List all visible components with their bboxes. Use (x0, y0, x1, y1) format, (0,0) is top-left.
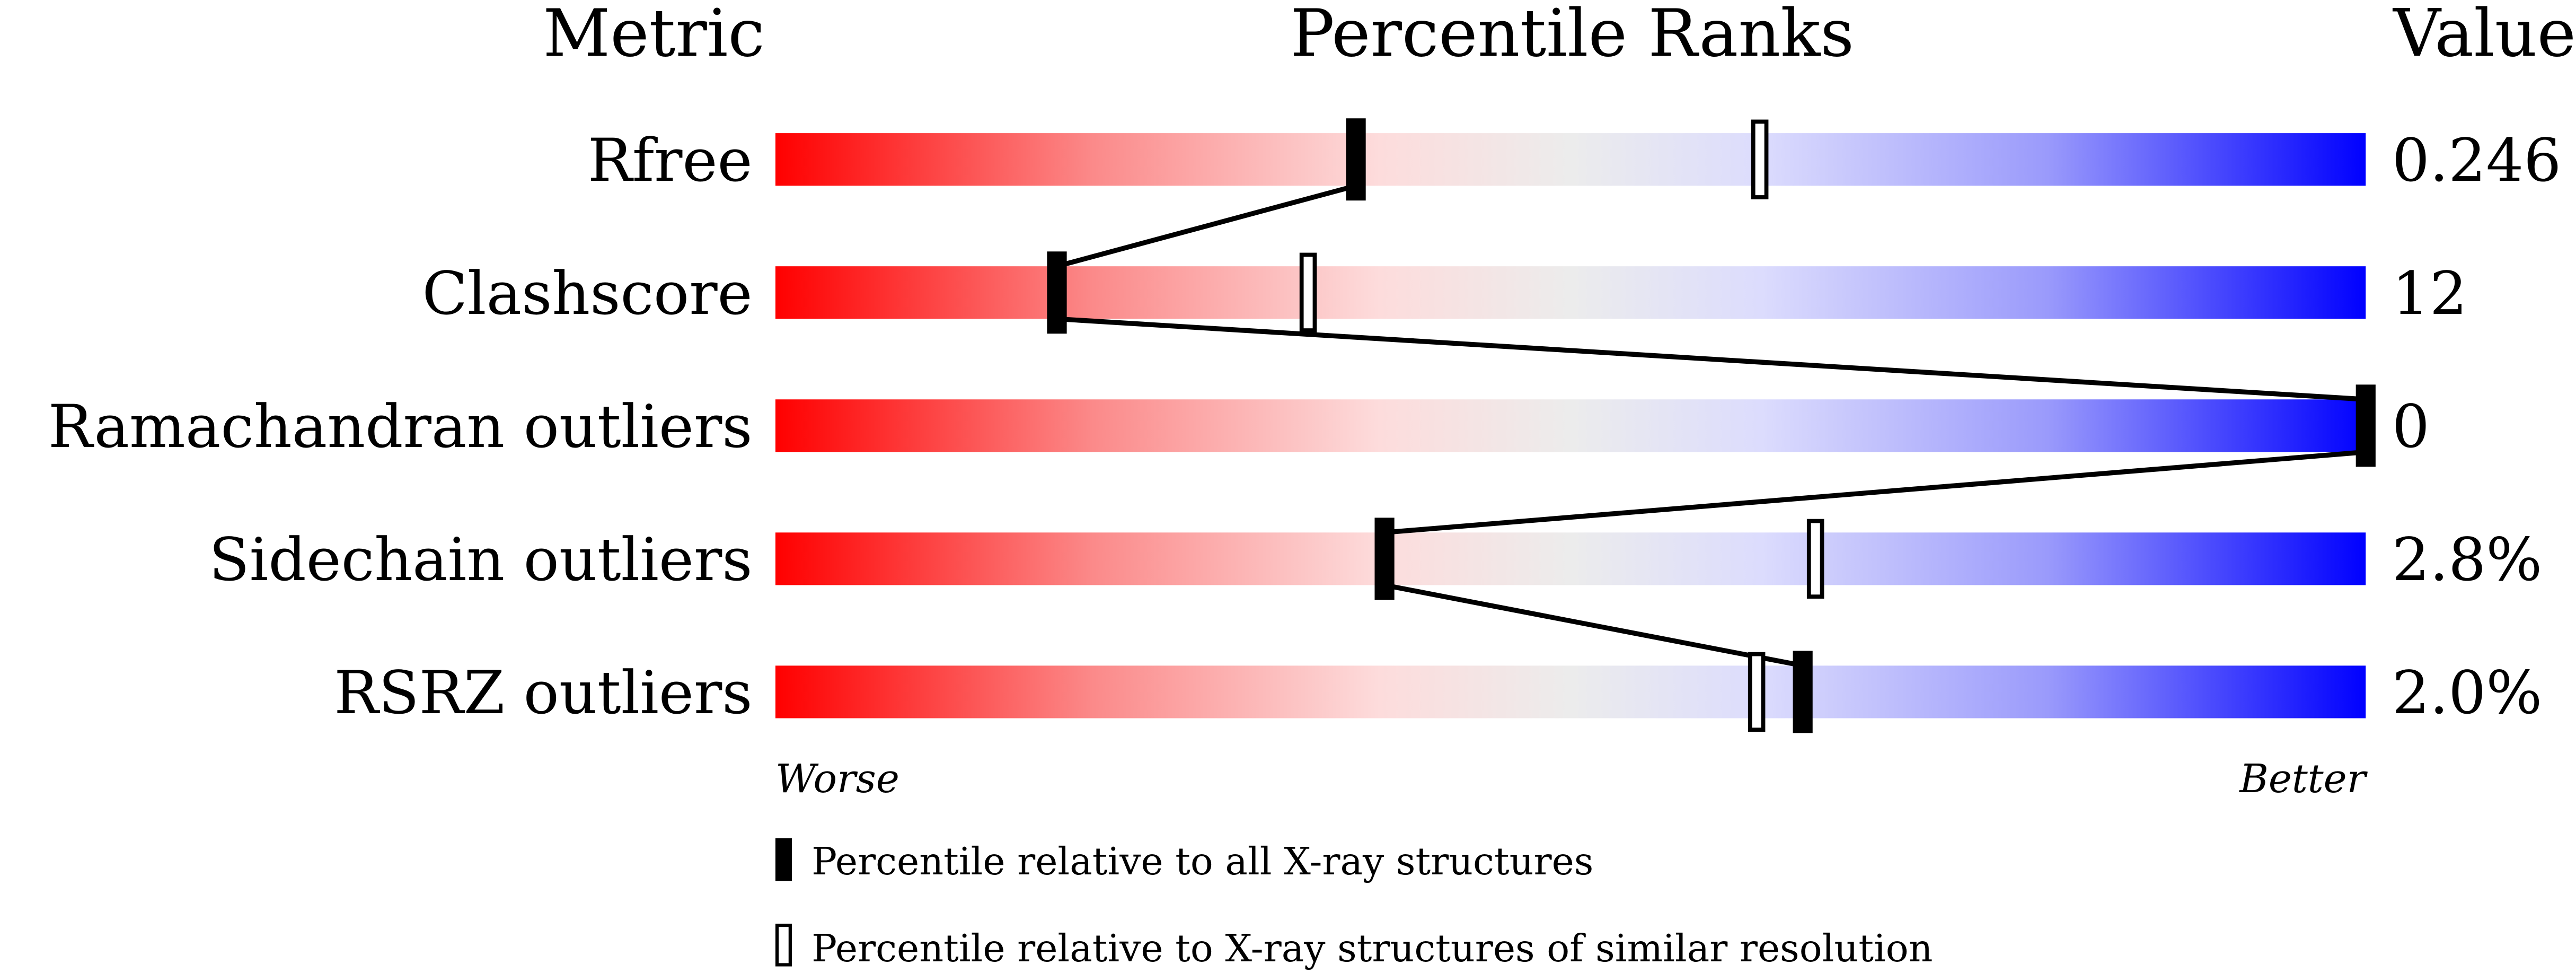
percentile-bar (775, 399, 2366, 452)
header-value: Value (2392, 0, 2576, 72)
metric-value: 2.0% (2392, 659, 2542, 727)
header-metric: Metric (543, 0, 764, 72)
all-structures-marker (1793, 651, 1813, 733)
percentile-bar (775, 532, 2366, 585)
legend-similar-label: Percentile relative to X-ray structures … (811, 926, 1933, 970)
legend-filled-marker (775, 838, 792, 881)
metric-value: 2.8% (2392, 525, 2542, 594)
percentile-bar (775, 133, 2366, 186)
similar-resolution-marker (1806, 519, 1824, 599)
metric-label: Ramachandran outliers (48, 392, 753, 461)
similar-resolution-marker (1748, 652, 1766, 732)
connector-line (1384, 582, 1804, 668)
legend-all-label: Percentile relative to all X-ray structu… (811, 839, 1593, 883)
connector-line (1384, 449, 2366, 535)
percentile-bar (775, 266, 2366, 319)
metric-label: RSRZ outliers (334, 659, 752, 727)
all-structures-marker (1047, 251, 1067, 334)
similar-resolution-marker (1299, 252, 1317, 332)
metric-value: 0 (2392, 392, 2430, 461)
all-structures-marker (1346, 118, 1366, 201)
axis-worse-label: Worse (775, 756, 899, 802)
axis-better-label: Better (2238, 756, 2368, 802)
metric-label: Sidechain outliers (209, 525, 752, 594)
connector-line (1056, 316, 2366, 402)
percentile-bar (775, 665, 2366, 718)
all-structures-marker (2356, 384, 2376, 467)
metric-value: 12 (2392, 259, 2467, 328)
all-structures-marker (1374, 518, 1395, 600)
similar-resolution-marker (1751, 119, 1769, 199)
connector-line (1056, 183, 1357, 269)
header-percentile-ranks: Percentile Ranks (1290, 0, 1854, 72)
metric-value: 0.246 (2392, 126, 2561, 195)
legend-open-marker (775, 923, 792, 967)
metric-label: Rfree (588, 126, 753, 195)
metric-label: Clashscore (422, 259, 753, 328)
